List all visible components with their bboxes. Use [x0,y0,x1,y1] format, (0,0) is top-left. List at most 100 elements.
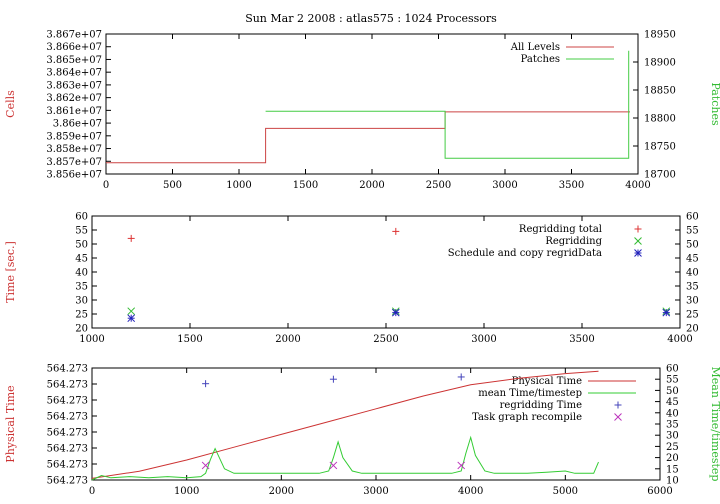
y-tick-label: 3.858e+07 [46,144,102,155]
legend-label: Patches [521,54,560,65]
y2-tick-label: 40 [666,408,679,419]
y-tick-label: 30 [75,296,88,307]
x-tick-label: 3000 [471,334,496,345]
y-axis-label: Time [sec.] [4,241,17,303]
data-point-cross [457,461,466,470]
x-tick-label: 6000 [647,486,672,497]
y-tick-label: 3.865e+07 [46,55,102,66]
x-tick-label: 0 [89,486,95,497]
x-tick-label: 2000 [275,334,300,345]
x-tick-label: 500 [163,180,182,191]
chart-panel-2: 1000 1500 2000 2500 3000 3500 4000 20 25 30 35 40 45… [4,212,699,346]
x-tick-label: 2000 [359,180,384,191]
x-tick-label: 4000 [458,486,483,497]
data-point-cross [127,307,136,316]
y-tick-label: 3.867e+07 [46,30,102,41]
data-point-star [634,249,642,257]
y-tick-label: 25 [75,310,88,321]
y2-tick-label: 18950 [644,30,676,41]
legend-label: Schedule and copy regridData [448,248,602,259]
data-point-plus [457,373,465,381]
y-tick-label: 3.864e+07 [46,68,102,79]
y-tick-label: 55 [75,226,88,237]
legend-label: Regridding total [519,224,602,235]
y-tick-label: 564.273 [47,476,88,487]
y2-tick-label: 20 [666,453,679,464]
data-point-star [127,314,136,323]
x-tick-label: 3000 [363,486,388,497]
marker-stroke [127,307,136,316]
legend-label: mean Time/timestep [478,388,582,399]
y2-tick-label: 10 [666,476,679,487]
x-tick-label: 2500 [426,180,451,191]
y2-axis-label: Patches [709,82,720,126]
series-line-1 [91,370,599,479]
y2-tick-label: 45 [666,397,679,408]
marker-stroke [662,308,671,317]
data-point-star [662,308,671,317]
data-point-cross [329,461,338,470]
y-tick-label: 3.856e+07 [46,170,102,181]
data-point-plus [392,227,400,235]
y-tick-label: 20 [75,324,88,335]
y2-tick-label: 15 [666,464,679,475]
x-tick-label: 1000 [226,180,251,191]
legend-label: regridding Time [500,400,582,411]
y2-tick-label: 60 [666,364,679,375]
y2-tick-label: 40 [686,268,699,279]
x-tick-label: 1500 [177,334,202,345]
x-tick-label: 1000 [174,486,199,497]
x-tick-label: 0 [103,180,109,191]
y2-tick-label: 30 [686,296,699,307]
series-line-2 [91,435,599,481]
y-tick-label: 3.857e+07 [46,157,102,168]
y2-tick-label: 18900 [644,58,676,69]
marker-stroke [329,461,338,470]
y2-tick-label: 60 [686,212,699,223]
y2-tick-label: 55 [686,226,699,237]
marker-stroke [614,413,622,421]
y-tick-label: 3.866e+07 [46,42,102,53]
y2-axis-label: Mean Time/timestep [709,367,720,482]
data-point-plus [614,401,622,409]
x-tick-label: 3500 [569,334,594,345]
y-axis-label: Cells [4,90,17,118]
y-tick-label: 50 [75,240,88,251]
y-tick-label: 564.273 [47,444,88,455]
marker-stroke [391,308,400,317]
y2-tick-label: 50 [666,386,679,397]
series-line-2 [265,50,630,159]
data-point-star [391,308,400,317]
marker-stroke [201,461,210,470]
data-point-cross [201,461,210,470]
x-tick-label: 4000 [667,334,692,345]
plots: 0 500 1000 1500 2000 2500 3000 3500 40003.856e+0… [4,30,720,498]
y-axis-label: Physical Time [4,385,17,462]
y2-tick-label: 25 [666,442,679,453]
data-point-plus [202,380,210,388]
y-tick-label: 3.863e+07 [46,80,102,91]
y-tick-label: 564.273 [47,380,88,391]
x-tick-label: 5000 [553,486,578,497]
data-point-cross [634,237,642,245]
x-tick-label: 3000 [492,180,517,191]
marker-stroke [127,314,136,323]
y-tick-label: 60 [75,212,88,223]
marker-stroke [634,237,642,245]
x-tick-label: 1500 [293,180,318,191]
y2-tick-label: 25 [686,310,699,321]
marker-stroke [457,461,466,470]
y2-tick-label: 35 [666,420,679,431]
x-tick-label: 1000 [79,334,104,345]
data-point-plus [329,375,337,383]
y-tick-label: 564.273 [47,412,88,423]
y2-tick-label: 45 [686,254,699,265]
y2-tick-label: 18700 [644,170,676,181]
figure-title: Sun Mar 2 2008 : atlas575 : 1024 Process… [245,12,497,25]
x-tick-label: 2500 [373,334,398,345]
y-tick-label: 564.273 [47,428,88,439]
y2-tick-label: 35 [686,282,699,293]
y-tick-label: 3.86e+07 [53,119,102,130]
